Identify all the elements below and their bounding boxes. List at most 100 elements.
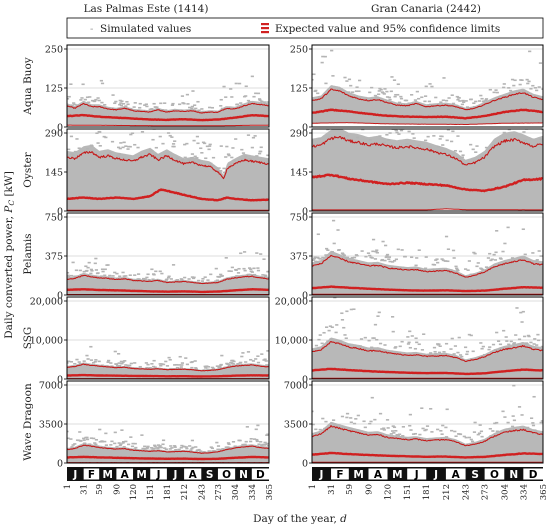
month-label: O (222, 469, 231, 481)
simulated-point (427, 100, 432, 103)
simulated-point (484, 146, 489, 149)
panel-aqua-buoy-right: 0 125 250 (290, 44, 544, 134)
simulated-point (213, 450, 217, 452)
simulated-point (205, 145, 210, 148)
month-label: S (471, 469, 479, 481)
expected-value-line (312, 367, 543, 376)
simulated-point (320, 342, 324, 345)
simulated-point (206, 368, 210, 371)
panel-frame (66, 212, 270, 296)
simulated-point (371, 238, 376, 241)
expected-value-line (312, 173, 543, 193)
simulated-point (385, 419, 390, 421)
simulated-point (476, 433, 480, 436)
simulated-point (185, 363, 190, 366)
simulated-point (227, 443, 231, 446)
month-label: D (529, 469, 538, 481)
month-cell (331, 468, 349, 480)
simulated-point (113, 431, 117, 434)
simulated-point (509, 89, 513, 92)
simulated-point (316, 233, 320, 236)
simulated-point (231, 276, 235, 279)
panel-frame (311, 44, 544, 128)
simulated-point (410, 335, 414, 337)
simulated-point (229, 88, 233, 90)
simulated-point (451, 130, 455, 133)
panel-frame (311, 128, 544, 212)
simulated-point (413, 347, 418, 350)
simulated-point (116, 155, 120, 157)
simulated-point (85, 96, 90, 99)
simulated-point (318, 137, 322, 140)
simulated-point (115, 272, 119, 275)
simulated-point (131, 442, 135, 445)
simulated-point (507, 87, 511, 89)
simulated-point (123, 360, 127, 362)
simulated-point (119, 360, 123, 363)
simulated-point (191, 160, 196, 162)
simulated-point (194, 367, 198, 369)
simulated-point (158, 270, 162, 273)
simulated-point (527, 80, 531, 83)
simulated-point (96, 97, 100, 99)
simulated-point (529, 341, 533, 344)
simulated-point (362, 420, 366, 423)
month-cell (184, 468, 202, 480)
simulated-point (472, 102, 476, 104)
x-tick-label: 243 (197, 484, 207, 500)
simulated-point (394, 430, 398, 432)
simulated-point (219, 105, 223, 107)
simulated-point (340, 255, 344, 258)
simulated-point (180, 362, 185, 364)
simulated-point (471, 350, 475, 353)
simulated-point (113, 350, 117, 353)
simulated-point (160, 272, 164, 275)
simulated-point (195, 449, 200, 452)
simulated-point (510, 78, 515, 81)
simulated-point (435, 258, 439, 260)
simulated-point (502, 329, 506, 332)
simulated-point (458, 100, 462, 102)
lower-confidence-limit (67, 124, 269, 127)
simulated-point (425, 71, 428, 73)
simulated-point (177, 448, 181, 451)
simulated-point (69, 135, 74, 138)
simulated-point (455, 95, 459, 98)
simulated-point (115, 445, 119, 448)
simulated-point (118, 275, 122, 278)
simulated-point (215, 169, 219, 172)
month-label: J (156, 469, 161, 481)
simulated-point (94, 269, 99, 271)
simulated-point (182, 102, 186, 105)
simulated-point (183, 156, 187, 159)
simulated-point (368, 91, 372, 94)
simulated-point (122, 441, 126, 443)
simulated-point (507, 129, 511, 131)
simulated-point (240, 148, 244, 151)
simulated-point (491, 343, 496, 346)
x-tick-label: 151 (146, 484, 156, 500)
simulated-point (250, 146, 254, 149)
simulated-point (536, 333, 540, 336)
simulated-point (85, 147, 90, 150)
simulated-point (218, 275, 222, 278)
simulated-point (323, 427, 327, 430)
simulated-point (97, 99, 101, 102)
simulated-point (463, 346, 468, 349)
simulated-point (385, 90, 389, 93)
simulated-point (265, 434, 269, 436)
simulated-values-band (312, 250, 543, 295)
simulated-point (405, 103, 409, 105)
simulated-point (144, 101, 147, 103)
simulated-values-band (312, 337, 543, 379)
simulated-point (430, 85, 434, 88)
simulated-point (114, 100, 118, 103)
simulated-point (354, 254, 359, 256)
simulated-point (440, 135, 444, 138)
simulated-point (532, 395, 536, 398)
legend: - Simulated values Expected value and 95… (66, 17, 544, 39)
simulated-point (356, 414, 360, 417)
simulated-point (229, 270, 233, 273)
simulated-point (417, 343, 421, 346)
simulated-point (457, 97, 461, 99)
